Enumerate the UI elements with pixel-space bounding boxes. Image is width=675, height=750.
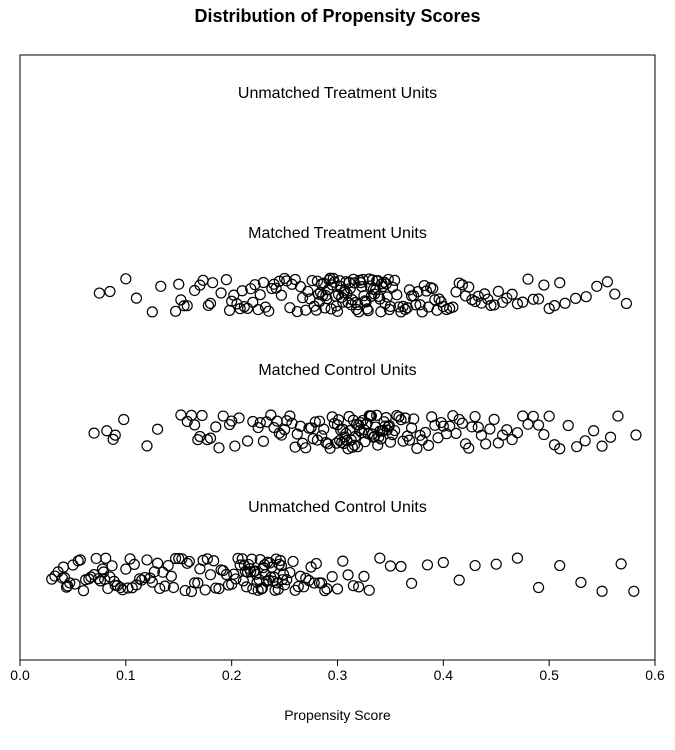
x-tick-label: 0.3: [328, 667, 348, 683]
x-tick-label: 0.4: [434, 667, 454, 683]
x-tick-label: 0.1: [116, 667, 136, 683]
x-tick-label: 0.2: [222, 667, 242, 683]
chart-svg: Distribution of Propensity Scores 0.0 0.1 0…: [0, 0, 675, 750]
group-label-matched-control: Matched Control Units: [258, 362, 416, 379]
group-label-unmatched-treatment: Unmatched Treatment Units: [238, 85, 437, 102]
propensity-score-chart: Distribution of Propensity Scores 0.0 0.1 0…: [0, 0, 675, 750]
chart-title: Distribution of Propensity Scores: [194, 6, 480, 26]
x-tick-label: 0.5: [539, 667, 559, 683]
x-tick-label: 0.6: [645, 667, 665, 683]
group-label-unmatched-control: Unmatched Control Units: [248, 499, 427, 516]
x-tick-label: 0.0: [10, 667, 30, 683]
x-axis-label: Propensity Score: [284, 707, 391, 723]
group-label-matched-treatment: Matched Treatment Units: [248, 225, 427, 242]
